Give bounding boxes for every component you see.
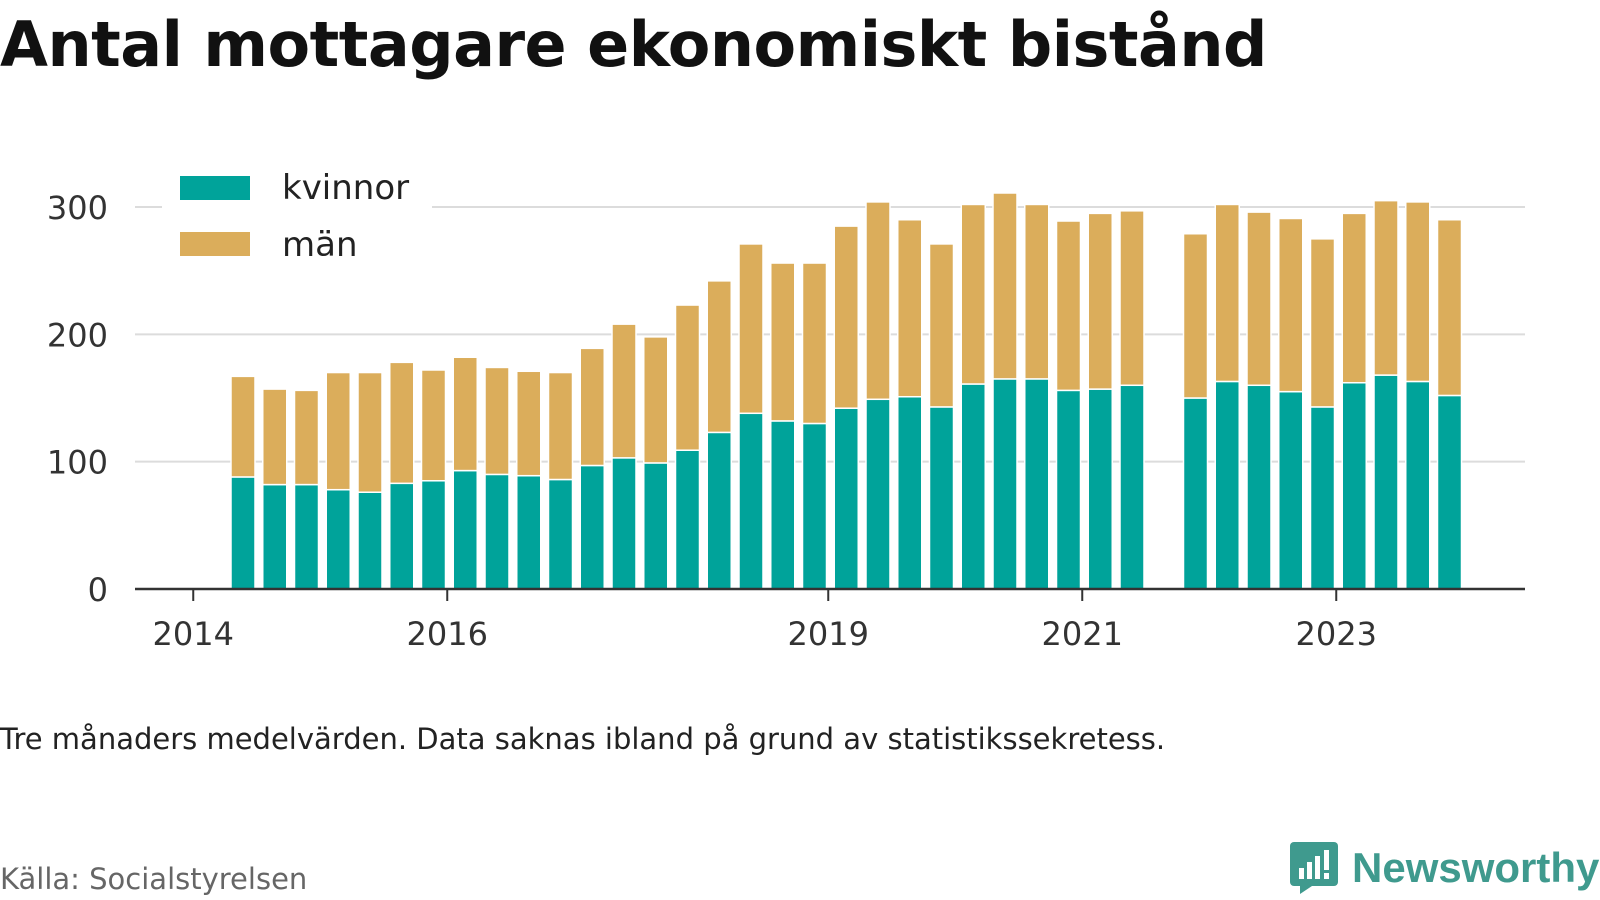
bar-man (389, 361, 415, 485)
bar-man (928, 243, 955, 408)
bar-kvinnor (706, 431, 732, 590)
bar-kvinnor (1436, 394, 1463, 590)
bar-kvinnor (801, 422, 828, 590)
bar-man (1373, 199, 1399, 376)
bar-kvinnor (452, 469, 478, 590)
legend-swatch-kvinnor (180, 176, 250, 200)
bar-man (452, 356, 478, 472)
bar-kvinnor (928, 406, 955, 590)
y-tick-label: 200 (47, 316, 108, 354)
bar-man (674, 304, 701, 451)
source-label: Källa: Socialstyrelsen (0, 862, 308, 896)
bar-kvinnor (1055, 389, 1082, 590)
y-tick-label: 300 (47, 189, 108, 227)
brand-name: Newsworthy (1352, 844, 1600, 891)
bar-man (484, 366, 510, 476)
bar-kvinnor (865, 398, 891, 590)
legend-swatch-man (180, 232, 250, 256)
bar-kvinnor (1341, 381, 1367, 590)
bar-kvinnor (1309, 406, 1336, 590)
chart-title: Antal mottagare ekonomiskt bistånd (0, 8, 1267, 81)
bar-kvinnor (357, 491, 383, 590)
bar-man (1214, 203, 1240, 383)
bar-kvinnor (770, 420, 796, 590)
x-tick-label: 2023 (1296, 615, 1377, 653)
bar-kvinnor (516, 474, 542, 590)
bar-kvinnor (230, 476, 256, 590)
bar-man (1278, 217, 1304, 393)
bar-man (865, 201, 891, 401)
bar-kvinnor (420, 480, 447, 590)
bar-kvinnor (897, 395, 923, 590)
bar-man (1024, 203, 1050, 380)
bar-man (1119, 210, 1145, 387)
bar-man (420, 369, 447, 482)
bar-man (770, 262, 796, 422)
bar-man (960, 203, 986, 385)
x-tick-label: 2016 (407, 615, 488, 653)
bar-kvinnor (1373, 374, 1399, 590)
legend-label-kvinnor: kvinnor (282, 168, 409, 208)
bars-group (230, 192, 1463, 590)
bar-man (1341, 212, 1367, 384)
bar-man (801, 262, 828, 425)
bar-man (547, 371, 574, 481)
axes-group: 0 100 200 300 2014 2016 2019 2021 2023 (47, 189, 1525, 653)
bar-man (992, 192, 1018, 380)
bar-kvinnor (293, 483, 320, 590)
y-tick-label: 0 (88, 571, 108, 609)
bar-kvinnor (674, 449, 701, 590)
bar-kvinnor (1405, 380, 1431, 590)
bar-man (833, 225, 859, 409)
bar-man (325, 371, 351, 491)
bar-man (1405, 201, 1431, 383)
bar-kvinnor (611, 457, 637, 590)
bar-man (357, 371, 383, 493)
bar-kvinnor (992, 378, 1018, 590)
bar-man (230, 375, 256, 478)
chart-note: Tre månaders medelvärden. Data saknas ib… (0, 722, 1166, 756)
bar-kvinnor (484, 473, 510, 590)
bar-kvinnor (738, 412, 764, 590)
y-tick-label: 100 (47, 444, 108, 482)
bar-kvinnor (1087, 388, 1113, 590)
bar-kvinnor (389, 482, 415, 590)
bar-man (897, 218, 923, 398)
bar-man (1309, 238, 1336, 408)
bar-kvinnor (1182, 397, 1209, 590)
bar-man (1087, 212, 1113, 390)
bar-kvinnor (1278, 390, 1304, 590)
bar-man (738, 243, 764, 415)
x-tick-label: 2014 (153, 615, 234, 653)
newsworthy-brand-link[interactable]: Newsworthy (1290, 842, 1599, 894)
bar-kvinnor (1214, 380, 1240, 590)
bar-man (262, 388, 288, 486)
bar-man (516, 370, 542, 477)
bar-kvinnor (579, 464, 605, 590)
x-tick-label: 2021 (1042, 615, 1123, 653)
bar-man (706, 280, 732, 434)
bar-kvinnor (643, 462, 669, 590)
newsworthy-logo-icon (1290, 842, 1338, 894)
bar-kvinnor (325, 488, 351, 590)
bar-man (611, 323, 637, 459)
bar-man (643, 336, 669, 464)
bar-man (1182, 232, 1209, 399)
bar-kvinnor (833, 407, 859, 590)
x-tick-label: 2019 (788, 615, 869, 653)
bar-kvinnor (960, 383, 986, 590)
legend: kvinnor män (162, 160, 432, 280)
bar-man (579, 347, 605, 467)
legend-label-man: män (282, 225, 358, 265)
bar-man (1055, 220, 1082, 392)
bar-man (293, 389, 320, 486)
bar-kvinnor (547, 478, 574, 590)
bar-man (1436, 218, 1463, 397)
bar-kvinnor (1246, 384, 1272, 590)
bar-man (1246, 211, 1272, 387)
bar-kvinnor (1119, 384, 1145, 590)
bar-kvinnor (1024, 378, 1050, 590)
bar-kvinnor (262, 483, 288, 590)
